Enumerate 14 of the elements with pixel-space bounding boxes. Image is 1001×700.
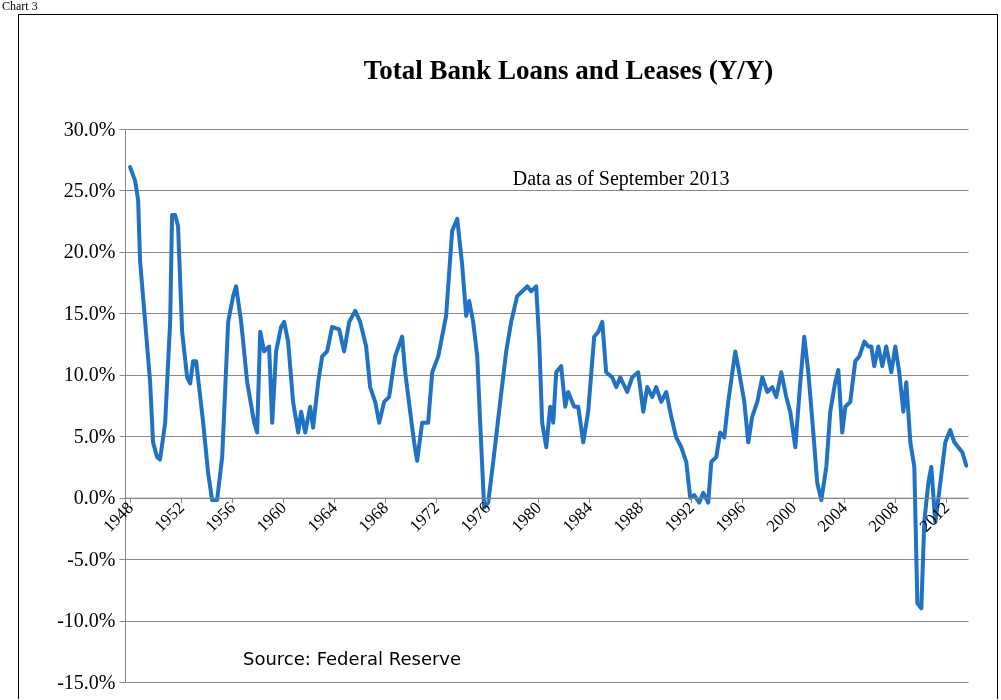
y-tick-label: -10.0% [57,609,116,632]
y-tick-label: -15.0% [57,670,116,693]
y-tick-label: 25.0% [63,178,116,201]
y-tick-label: 0.0% [73,486,116,509]
y-tick-label: 15.0% [63,301,116,324]
chart-title: Total Bank Loans and Leases (Y/Y) [363,55,774,85]
y-tick-label: -5.0% [67,547,116,570]
y-tick-label: 30.0% [63,117,116,140]
y-tick-label: 5.0% [73,424,116,447]
caption: Chart 3 [2,0,38,13]
annotation: Source: Federal Reserve [243,647,462,669]
y-tick-label: 10.0% [63,363,116,386]
y-tick-label: 20.0% [63,240,116,263]
annotation: Data as of September 2013 [512,166,730,190]
